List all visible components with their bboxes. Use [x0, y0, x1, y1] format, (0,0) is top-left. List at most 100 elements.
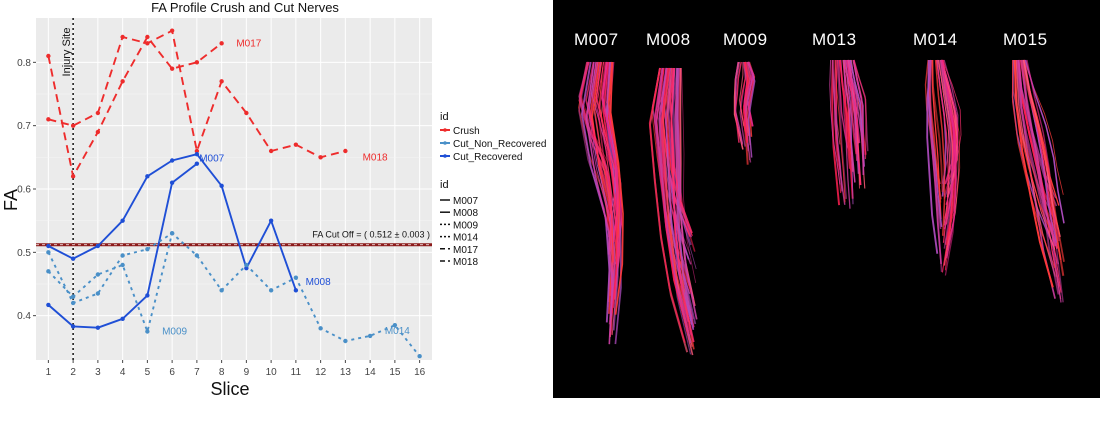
data-point [95, 243, 101, 249]
series-annotation-m007: M007 [199, 154, 224, 165]
data-point [120, 79, 125, 84]
reference-lines: Injury Site FA Cut Off = ( 0.512 ± 0.003 … [36, 18, 432, 360]
legend-entry-m008: M008 [453, 208, 478, 219]
legend-entry-m018: M018 [453, 257, 478, 268]
x-tick-label: 8 [219, 367, 225, 378]
subject-label-m014: M014 [913, 30, 958, 49]
injury-site-label: Injury Site [61, 28, 73, 77]
x-tick-label: 11 [291, 367, 302, 378]
data-point [120, 316, 125, 322]
data-point [293, 275, 299, 280]
subject-label-m008: M008 [646, 30, 691, 49]
fiber [845, 59, 861, 143]
fiber [734, 61, 742, 143]
legend: idCrushCut_Non_RecoveredCut_RecoveredidM… [440, 111, 546, 268]
y-tick-label: 0.7 [17, 121, 31, 132]
x-tick-label: 3 [95, 367, 101, 378]
fiber [580, 61, 612, 228]
fiber [1012, 60, 1056, 269]
fiber [580, 61, 611, 323]
fiber [607, 61, 621, 263]
legend-entry-crush: Crush [453, 126, 480, 137]
fiber [932, 59, 942, 220]
y-axis-label: FA [1, 189, 21, 211]
legend-title-color: id [440, 111, 449, 123]
fiber [935, 59, 949, 243]
fiber [831, 59, 843, 192]
data-point [70, 324, 76, 329]
y-tick-label: 0.6 [17, 185, 31, 196]
fiber [940, 59, 959, 198]
legend-swatch-dot [443, 128, 447, 132]
data-point [95, 129, 101, 135]
data-point [293, 288, 299, 293]
data-point [95, 272, 101, 277]
legend-swatch-dot [443, 141, 447, 145]
data-point [343, 148, 348, 154]
fiber [743, 61, 753, 126]
data-point [145, 41, 150, 46]
fiber [681, 67, 697, 283]
legend-swatch-dot [443, 154, 447, 158]
x-tick-label: 9 [244, 367, 250, 378]
fiber [648, 67, 686, 344]
data-point [343, 338, 348, 344]
data-point [46, 117, 51, 122]
data-point [219, 183, 224, 189]
fiber [853, 59, 867, 160]
data-point [145, 293, 150, 298]
fiber [665, 67, 692, 294]
series-annotation-m014: M014 [385, 326, 410, 337]
fiber [660, 67, 693, 320]
data-point [46, 269, 51, 274]
grid-lines [36, 18, 432, 360]
series-annotations: M017 M018 M007 M008 M009 M014 [162, 38, 410, 337]
fa-cutoff-label: FA Cut Off = ( 0.512 ± 0.003 ) [312, 230, 430, 240]
series-annotation-m009: M009 [162, 327, 187, 338]
fiber-bundle-6 [1011, 59, 1065, 303]
fiber [738, 62, 745, 127]
fiber [670, 67, 695, 343]
fiber [938, 59, 953, 249]
data-point [169, 180, 175, 185]
legend-entry-m009: M009 [453, 220, 478, 231]
fiber [829, 59, 841, 185]
fiber [662, 67, 691, 325]
data-point [120, 34, 125, 40]
data-point [169, 28, 175, 33]
data-point [219, 79, 224, 84]
series-layer [46, 28, 422, 359]
fiber-bundle-5 [924, 59, 962, 276]
fiber [669, 67, 693, 234]
subject-label-m007: M007 [574, 30, 619, 49]
x-tick-label: 4 [120, 367, 126, 378]
data-point [169, 158, 175, 163]
fiber [840, 59, 849, 149]
data-point [95, 110, 101, 116]
data-point [244, 262, 249, 268]
data-point [268, 218, 274, 223]
x-tick-label: 6 [169, 367, 175, 378]
data-point [318, 326, 323, 331]
x-tick-label: 10 [266, 367, 278, 378]
subject-label-m015: M015 [1003, 30, 1048, 49]
fiber-bundle-3 [733, 61, 756, 165]
fiber [929, 59, 943, 272]
x-tick-label: 2 [70, 367, 76, 378]
data-point [367, 333, 373, 339]
fiber [845, 59, 854, 205]
fiber [941, 59, 959, 205]
chart-title: FA Profile Crush and Cut Nerves [151, 0, 339, 15]
fiber [847, 59, 864, 147]
fiber [934, 59, 946, 236]
data-point [46, 243, 51, 249]
fiber [676, 67, 695, 329]
x-tick-label: 13 [340, 367, 352, 378]
fiber [831, 59, 841, 206]
data-point [318, 155, 323, 160]
data-point [120, 218, 125, 223]
data-point [95, 291, 101, 296]
fiber [1020, 59, 1060, 295]
x-tick-label: 7 [194, 367, 200, 378]
